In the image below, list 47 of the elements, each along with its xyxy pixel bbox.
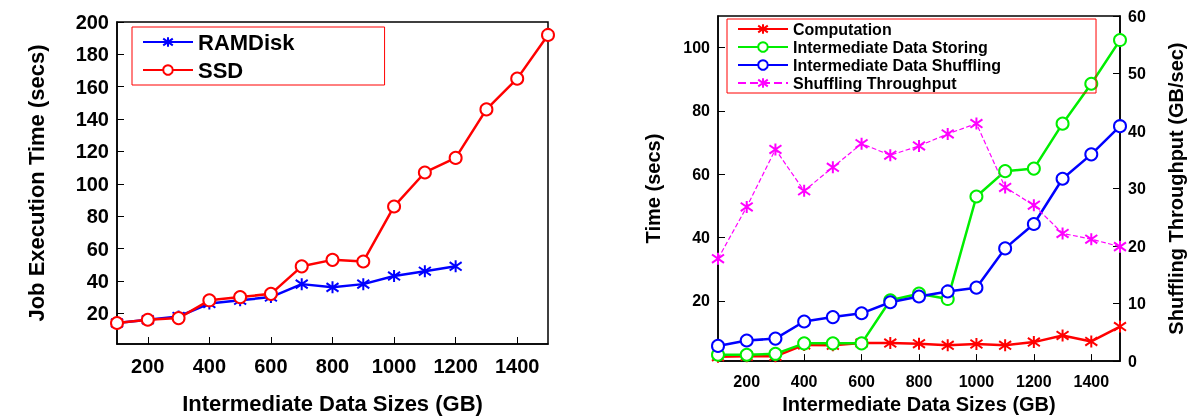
y2-tick-label: 40 [1128, 122, 1146, 140]
y-tick-label: 60 [86, 237, 109, 260]
x-axis-title: Intermediate Data Sizes (GB) [182, 390, 483, 416]
y-tick-label: 200 [75, 11, 109, 33]
y-tick-label: 60 [692, 165, 711, 183]
x-tick-label: 400 [790, 372, 818, 390]
y2-tick-label: 0 [1128, 352, 1137, 370]
y-tick-label: 180 [75, 43, 109, 66]
x-axis-title: Intermediate Data Sizes (GB) [782, 393, 1056, 415]
y2-tick-label: 50 [1128, 65, 1146, 83]
x-tick-label: 400 [192, 355, 227, 377]
x-tick-label: 1400 [1073, 372, 1110, 390]
y-tick-label: 80 [86, 205, 109, 228]
y-tick-label: 40 [692, 229, 711, 247]
legend-label: SSD [198, 57, 244, 83]
x-tick-label: 1200 [433, 355, 478, 377]
y-tick-label: 140 [75, 108, 109, 131]
y-tick-label: 80 [692, 102, 711, 120]
y2-tick-label: 30 [1128, 180, 1146, 198]
x-tick-label: 1000 [958, 372, 995, 390]
x-tick-label: 1200 [1016, 372, 1052, 390]
x-tick-label: 1400 [494, 355, 540, 377]
y-axis-title: Time (secs) [642, 133, 664, 244]
legend-label: Intermediate Data Storing [793, 38, 988, 56]
y-tick-label: 20 [692, 292, 711, 310]
y-tick-label: 100 [683, 39, 711, 57]
y2-tick-label: 10 [1128, 295, 1146, 313]
y2-tick-label: 60 [1128, 7, 1146, 25]
x-tick-label: 800 [905, 372, 933, 390]
y-tick-label: 40 [86, 269, 109, 292]
x-tick-label: 600 [254, 355, 288, 377]
y2-tick-label: 20 [1128, 237, 1146, 255]
x-tick-label: 200 [131, 355, 165, 377]
x-tick-label: 600 [848, 372, 876, 390]
legend-label: Computation [793, 20, 892, 38]
y-tick-label: 20 [86, 302, 109, 325]
y-tick-label: 120 [75, 140, 109, 163]
x-tick-label: 800 [315, 355, 350, 377]
legend-label: Shuffling Throughput [793, 74, 958, 92]
x-tick-label: 1000 [371, 355, 417, 377]
legend-label: Intermediate Data Shuffling [793, 56, 1002, 74]
legend-label: RAMDisk [198, 29, 296, 55]
x-tick-label: 200 [733, 372, 761, 390]
y-axis-title: Job Execution Time (secs) [23, 44, 49, 322]
y2-axis-title: Shuffling Throughput (GB/sec) [1165, 42, 1187, 335]
y-tick-label: 100 [75, 172, 109, 195]
y-tick-label: 160 [75, 75, 109, 98]
